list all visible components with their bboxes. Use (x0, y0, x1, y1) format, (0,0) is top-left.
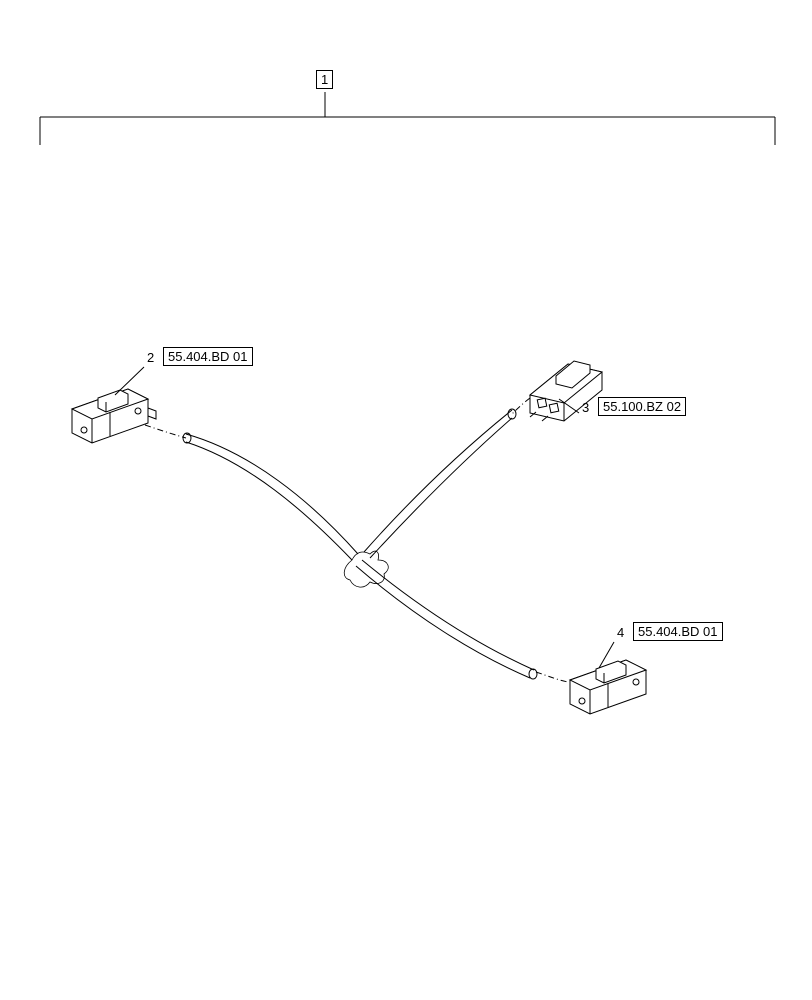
callout-2-number: 2 (147, 350, 154, 365)
harness-wires (145, 398, 568, 682)
callout-1-bracket (40, 92, 775, 145)
diagram-canvas: 1 2 55.404.BD 01 3 55.100.BZ 02 4 55.404… (0, 0, 812, 1000)
connector-2 (72, 389, 156, 443)
diagram-svg (0, 0, 812, 1000)
connector-3 (530, 361, 602, 421)
callout-1-number: 1 (316, 70, 333, 89)
callout-3-ref: 55.100.BZ 02 (598, 397, 686, 416)
callout-4-number: 4 (617, 625, 624, 640)
callout-2-ref: 55.404.BD 01 (163, 347, 253, 366)
connector-4 (570, 660, 646, 714)
callout-4-ref: 55.404.BD 01 (633, 622, 723, 641)
callout-3-number: 3 (582, 400, 589, 415)
